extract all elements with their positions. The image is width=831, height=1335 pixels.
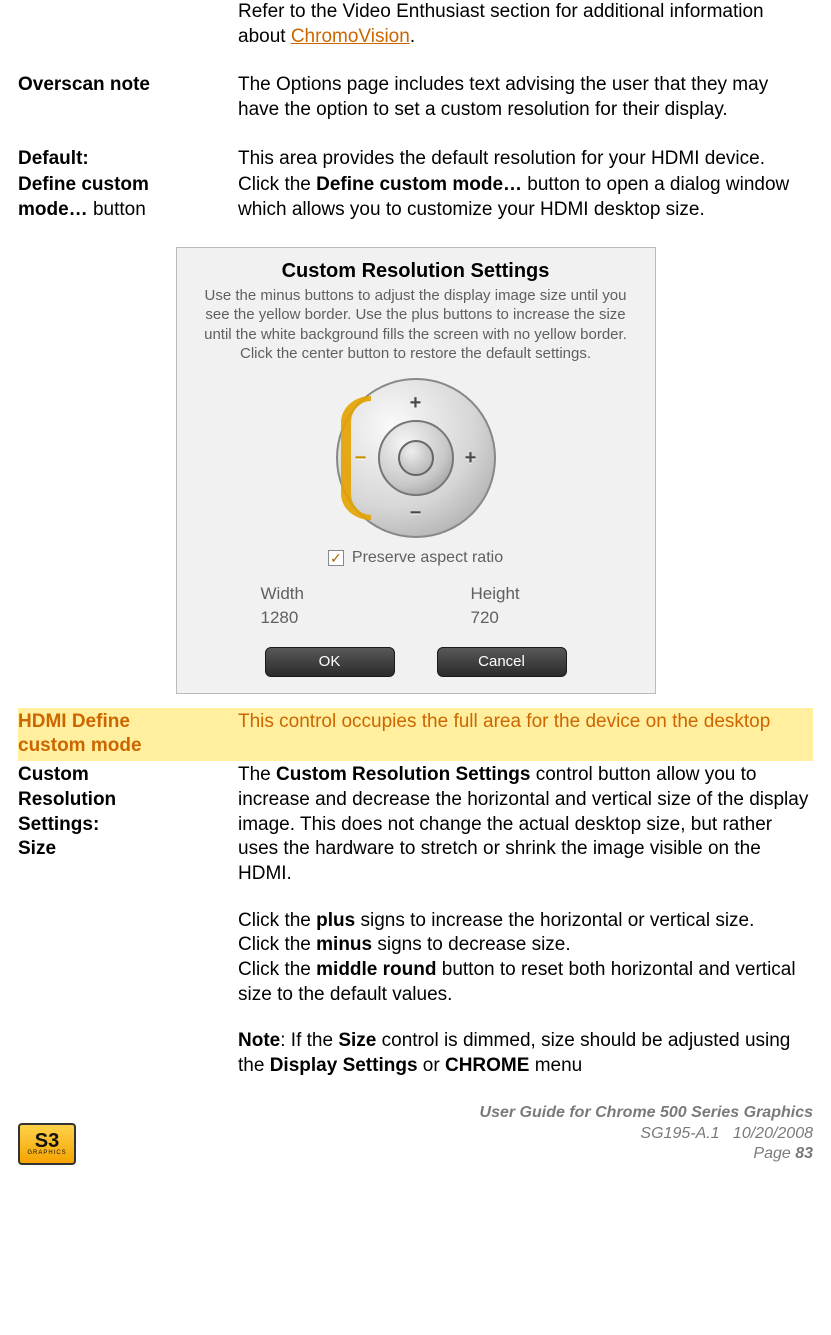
height-label: Height (471, 583, 571, 605)
footer-title: User Guide for Chrome 500 Series Graphic… (480, 1103, 813, 1124)
ok-button[interactable]: OK (265, 647, 395, 677)
reset-center-button[interactable] (398, 440, 434, 476)
dialog-title: Custom Resolution Settings (177, 258, 655, 284)
dialog-instructions: Use the minus buttons to adjust the disp… (177, 286, 655, 364)
custom-res-size-desc: The Custom Resolution Settings control b… (238, 763, 813, 1079)
decrease-horizontal-button[interactable]: − (350, 447, 372, 469)
page-label: Page (753, 1145, 795, 1162)
define-mode-desc: Click the Define custom mode… button to … (238, 173, 813, 222)
intro-paragraph: Refer to the Video Enthusiast section fo… (238, 0, 813, 49)
footer-doc-id: SG195-A.1 (640, 1125, 719, 1142)
width-label: Width (261, 583, 361, 605)
custom-res-size-label: Custom Resolution Settings: Size (18, 763, 238, 1079)
custom-resolution-dialog: Custom Resolution Settings Use the minus… (176, 247, 656, 694)
overscan-label: Overscan note (18, 73, 238, 122)
s3-logo-text: S3 (35, 1133, 59, 1149)
decrease-vertical-button[interactable]: − (405, 502, 427, 524)
s3-logo: S3 GRAPHICS (18, 1123, 76, 1165)
s3-logo-sub: GRAPHICS (27, 1151, 66, 1156)
preserve-aspect-label: Preserve aspect ratio (352, 548, 503, 569)
default-desc: This area provides the default resolutio… (238, 147, 813, 172)
intro-post: . (410, 26, 415, 47)
size-dial: + + − − (336, 378, 496, 538)
preserve-aspect-checkbox[interactable]: ✓ (328, 550, 344, 566)
page-footer: S3 GRAPHICS User Guide for Chrome 500 Se… (18, 1103, 813, 1165)
cancel-button[interactable]: Cancel (437, 647, 567, 677)
hdmi-define-label: HDMI Define custom mode (18, 708, 238, 761)
overscan-desc: The Options page includes text advising … (238, 73, 813, 122)
increase-vertical-button[interactable]: + (405, 392, 427, 414)
define-mode-label: Define custom mode… button (18, 173, 238, 222)
default-label: Default: (18, 147, 238, 172)
hdmi-define-desc: This control occupies the full area for … (238, 708, 813, 761)
increase-horizontal-button[interactable]: + (460, 447, 482, 469)
page-number: 83 (795, 1145, 813, 1162)
hdmi-define-highlight-row: HDMI Define custom mode This control occ… (18, 708, 813, 761)
chromovision-link[interactable]: ChromoVision (291, 26, 410, 47)
height-value: 720 (471, 607, 571, 629)
footer-date: 10/20/2008 (733, 1125, 813, 1142)
width-value: 1280 (261, 607, 361, 629)
